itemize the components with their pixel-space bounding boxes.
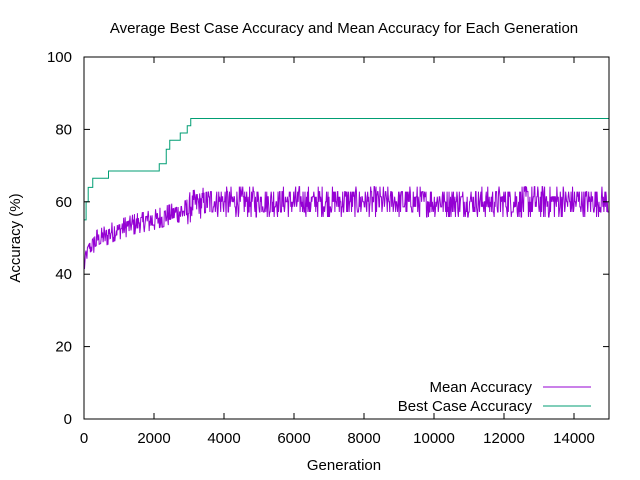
y-tick-label: 80 [55,121,72,138]
y-tick-label: 100 [47,49,72,66]
series-line-1 [84,118,609,221]
legend-label-0: Mean Accuracy [429,379,532,396]
y-tick-label: 20 [55,339,72,356]
legend: Mean Accuracy Best Case Accuracy [398,379,591,415]
x-tick-label: 6000 [277,430,310,447]
chart-title: Average Best Case Accuracy and Mean Accu… [110,20,578,37]
x-tick-label: 10000 [413,430,455,447]
axis-ticks: 0 2000 4000 6000 8000 10000 12000 14000 0 20 40 60 8… [47,49,609,447]
legend-label-1: Best Case Accuracy [398,398,533,415]
x-axis-label: Generation [307,457,381,474]
plot-frame [83,56,610,420]
y-axis-label: Accuracy (%) [7,193,24,282]
x-tick-label: 14000 [553,430,595,447]
x-tick-label: 0 [80,430,88,447]
plot-series [83,118,609,270]
x-tick-label: 12000 [483,430,525,447]
y-tick-label: 60 [55,194,72,211]
y-tick-label: 0 [64,411,72,428]
x-tick-label: 2000 [137,430,170,447]
x-tick-label: 4000 [207,430,240,447]
y-tick-label: 40 [55,266,72,283]
series-line-0 [83,186,609,270]
x-tick-label: 8000 [347,430,380,447]
